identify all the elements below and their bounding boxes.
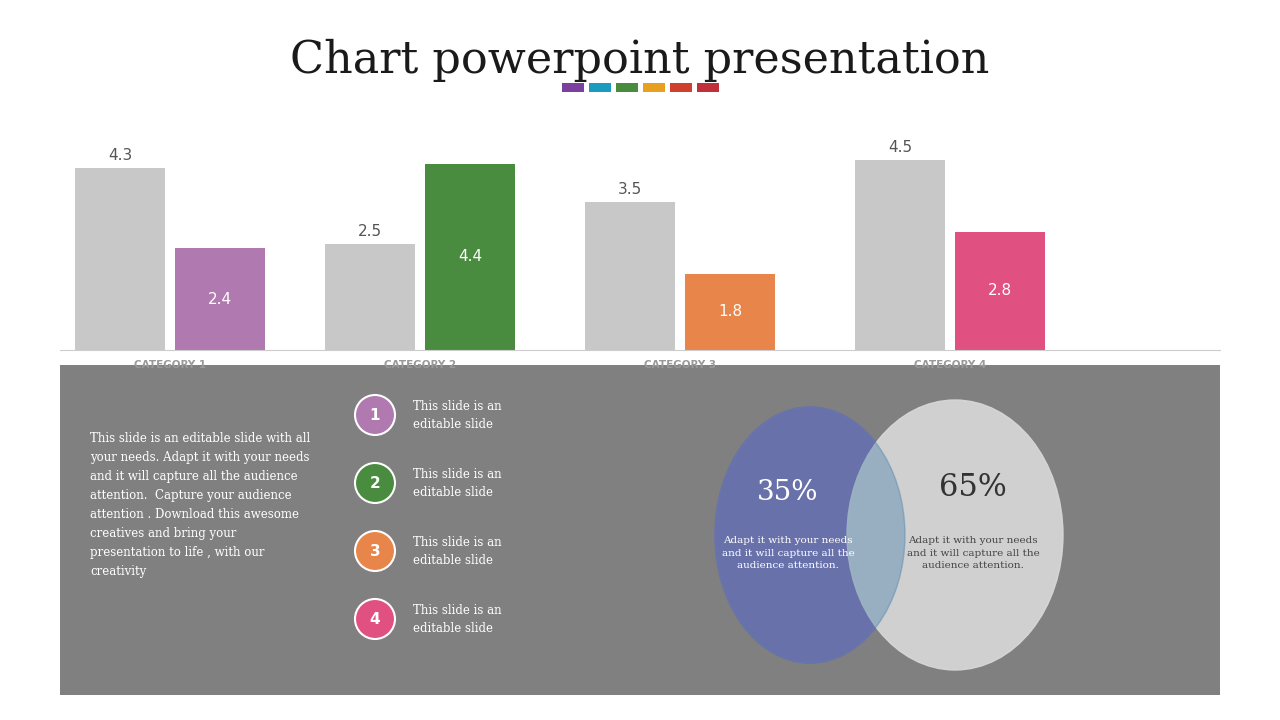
Text: 3: 3 [370,544,380,559]
Text: 2: 2 [370,475,380,490]
Bar [76,168,165,350]
Text: 2.5: 2.5 [358,224,381,239]
Text: This slide is an editable slide with all
your needs. Adapt it with your needs
an: This slide is an editable slide with all… [90,432,310,578]
Text: 4.3: 4.3 [108,148,132,163]
Text: 4: 4 [370,611,380,626]
Bar [175,248,265,350]
Text: 2.8: 2.8 [988,283,1012,298]
Bar [955,232,1044,350]
Text: 65%: 65% [940,472,1007,503]
Text: Chart powerpoint presentation: Chart powerpoint presentation [291,38,989,81]
Text: This slide is an
editable slide: This slide is an editable slide [413,400,502,431]
Text: 2.4: 2.4 [207,292,232,307]
Text: This slide is an
editable slide: This slide is an editable slide [413,467,502,498]
Bar [855,160,945,350]
Bar [562,83,584,92]
Bar [696,83,718,92]
Text: 4.4: 4.4 [458,249,483,264]
Bar [425,164,515,350]
Text: Adapt it with your needs
and it will capture all the
audience attention.: Adapt it with your needs and it will cap… [722,536,854,570]
Bar [669,83,691,92]
Text: Adapt it with your needs
and it will capture all the
audience attention.: Adapt it with your needs and it will cap… [906,536,1039,570]
Text: CATEGORY 4: CATEGORY 4 [914,360,986,370]
Text: CATEGORY 2: CATEGORY 2 [384,360,456,370]
Ellipse shape [716,407,905,663]
Text: 35%: 35% [758,480,819,506]
Ellipse shape [847,400,1062,670]
Bar [589,83,611,92]
Bar [643,83,664,92]
Text: CATEGORY 1: CATEGORY 1 [134,360,206,370]
Text: 1.8: 1.8 [718,305,742,320]
Text: This slide is an
editable slide: This slide is an editable slide [413,603,502,634]
Text: 4.5: 4.5 [888,140,913,155]
Text: 1: 1 [370,408,380,423]
Circle shape [355,395,396,435]
Bar [685,274,774,350]
Bar [616,83,637,92]
Circle shape [355,531,396,571]
Circle shape [355,599,396,639]
Ellipse shape [716,407,905,663]
Bar [60,365,1220,695]
Text: CATEGORY 3: CATEGORY 3 [644,360,716,370]
Bar [325,244,415,350]
Bar [585,202,675,350]
Text: 3.5: 3.5 [618,182,643,197]
Text: This slide is an
editable slide: This slide is an editable slide [413,536,502,567]
Circle shape [355,463,396,503]
